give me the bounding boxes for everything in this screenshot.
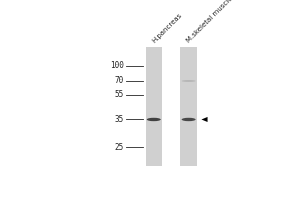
Text: H.pancreas: H.pancreas — [151, 12, 183, 44]
Ellipse shape — [182, 80, 196, 82]
Text: 55: 55 — [114, 90, 124, 99]
Bar — [181, 47, 197, 166]
Text: 100: 100 — [110, 61, 124, 70]
Polygon shape — [201, 117, 208, 122]
Text: 25: 25 — [114, 143, 124, 152]
Bar — [146, 47, 162, 166]
Text: 70: 70 — [114, 76, 124, 85]
Text: 35: 35 — [114, 115, 124, 124]
Ellipse shape — [182, 118, 196, 121]
Text: M.skeletal muscle: M.skeletal muscle — [185, 0, 234, 44]
Ellipse shape — [147, 118, 161, 121]
